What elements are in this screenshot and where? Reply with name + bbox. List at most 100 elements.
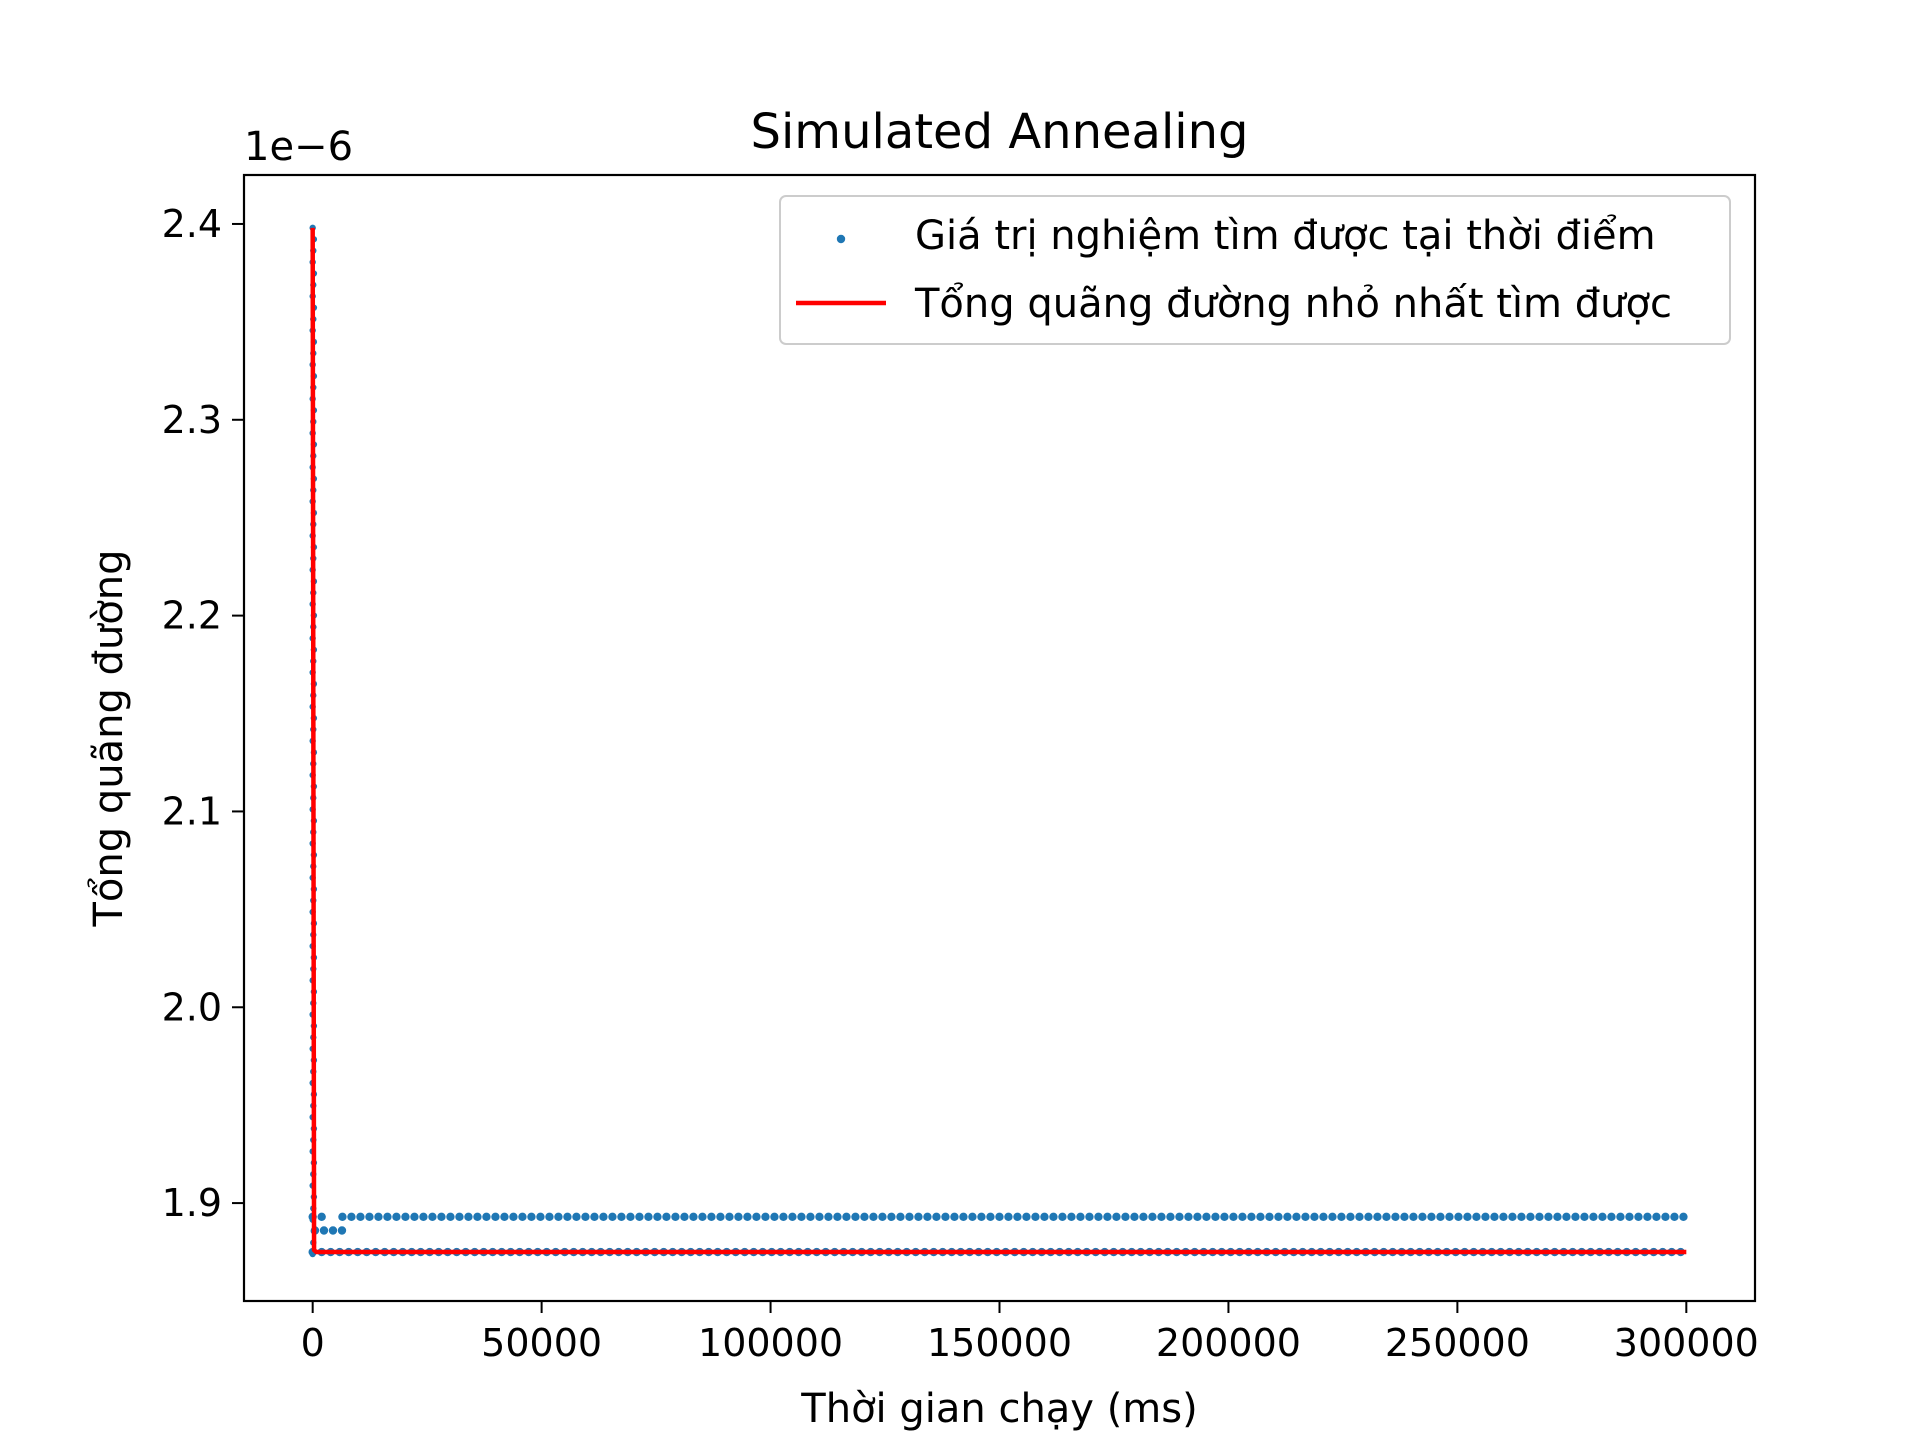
scatter-point xyxy=(545,1212,554,1221)
scatter-point xyxy=(1256,1212,1265,1221)
line-series xyxy=(310,227,1687,1255)
scatter-point xyxy=(599,1212,608,1221)
scatter-point xyxy=(1274,1212,1283,1221)
scatter-point xyxy=(1157,1212,1166,1221)
scatter-point xyxy=(923,1212,932,1221)
x-tick-label: 0 xyxy=(301,1321,325,1365)
scatter-point xyxy=(1598,1212,1607,1221)
scatter-point xyxy=(1589,1212,1598,1221)
scatter-point xyxy=(653,1212,662,1221)
scatter-point xyxy=(1517,1212,1526,1221)
legend: Giá trị nghiệm tìm được tại thời điểm Tổ… xyxy=(779,195,1731,345)
y-tick-label: 2.4 xyxy=(162,202,222,246)
scatter-point xyxy=(1283,1212,1292,1221)
scatter-point xyxy=(689,1212,698,1221)
scatter-point xyxy=(1643,1212,1652,1221)
scatter-point xyxy=(770,1212,779,1221)
scatter-point xyxy=(1004,1212,1013,1221)
scatter-point xyxy=(356,1212,365,1221)
scatter-point xyxy=(626,1212,635,1221)
scatter-point xyxy=(1193,1212,1202,1221)
scatter-point xyxy=(1499,1212,1508,1221)
scatter-point xyxy=(1490,1212,1499,1221)
scatter-point xyxy=(797,1212,806,1221)
scatter-point xyxy=(328,1226,338,1235)
scatter-point xyxy=(437,1212,446,1221)
scatter-point xyxy=(392,1212,401,1221)
x-tick-label: 200000 xyxy=(1156,1321,1301,1365)
min-distance-line xyxy=(310,227,1687,1255)
scatter-point xyxy=(1544,1212,1553,1221)
scatter-point xyxy=(383,1212,392,1221)
scatter-point xyxy=(950,1212,959,1221)
chart-title: Simulated Annealing xyxy=(751,104,1249,160)
scatter-point xyxy=(1301,1212,1310,1221)
scatter-point xyxy=(1373,1212,1382,1221)
scatter-point xyxy=(1319,1212,1328,1221)
scatter-point xyxy=(725,1212,734,1221)
scatter-point xyxy=(1265,1212,1274,1221)
x-tick-label: 100000 xyxy=(698,1321,843,1365)
scatter-point xyxy=(671,1212,680,1221)
scatter-point xyxy=(986,1212,995,1221)
legend-label-line: Tổng quãng đường nhỏ nhất tìm được xyxy=(914,281,1672,327)
scatter-point xyxy=(959,1212,968,1221)
scatter-point xyxy=(347,1212,356,1221)
scatter-point xyxy=(1238,1212,1247,1221)
scatter-point xyxy=(851,1212,860,1221)
scatter-point xyxy=(1229,1212,1238,1221)
scatter-point xyxy=(455,1212,464,1221)
scatter-point xyxy=(977,1212,986,1221)
scatter-point xyxy=(752,1212,761,1221)
scatter-point xyxy=(536,1212,545,1221)
scatter-point xyxy=(1220,1212,1229,1221)
scatter-point xyxy=(317,1212,326,1221)
scatter-point xyxy=(1040,1212,1049,1221)
scatter-point xyxy=(680,1212,689,1221)
scatter-point xyxy=(464,1212,473,1221)
x-tick-label: 150000 xyxy=(927,1321,1072,1365)
scatter-point xyxy=(1148,1212,1157,1221)
scatter-point xyxy=(1031,1212,1040,1221)
scatter-point xyxy=(401,1212,410,1221)
scatter-point xyxy=(1049,1212,1058,1221)
scatter-point xyxy=(410,1212,419,1221)
scatter-point xyxy=(662,1212,671,1221)
scatter-point xyxy=(500,1212,509,1221)
plot-area xyxy=(308,224,1688,1258)
y-tick-label: 2.2 xyxy=(162,594,222,638)
scatter-point xyxy=(1382,1212,1391,1221)
scatter-point xyxy=(572,1212,581,1221)
scatter-point xyxy=(1391,1212,1400,1221)
scatter-point xyxy=(319,1226,329,1235)
x-tick-label: 250000 xyxy=(1385,1321,1530,1365)
scatter-point xyxy=(941,1212,950,1221)
scatter-point xyxy=(1562,1212,1571,1221)
scatter-point xyxy=(518,1212,527,1221)
scatter-point xyxy=(878,1212,887,1221)
scatter-point xyxy=(1355,1212,1364,1221)
scatter-point xyxy=(581,1212,590,1221)
scatter-point xyxy=(1085,1212,1094,1221)
scatter-point xyxy=(1463,1212,1472,1221)
scatter-point xyxy=(1661,1212,1670,1221)
scatter-point xyxy=(1427,1212,1436,1221)
scatter-point xyxy=(995,1212,1004,1221)
scatter-point xyxy=(1481,1212,1490,1221)
scatter-point xyxy=(914,1212,923,1221)
scatter-point xyxy=(1067,1212,1076,1221)
scatter-point xyxy=(1625,1212,1634,1221)
scatter-point xyxy=(1184,1212,1193,1221)
scatter-point xyxy=(896,1212,905,1221)
scatter-point xyxy=(1202,1212,1211,1221)
scatter-point xyxy=(1418,1212,1427,1221)
scatter-point xyxy=(374,1212,383,1221)
scatter-point xyxy=(617,1212,626,1221)
scatter-point xyxy=(1553,1212,1562,1221)
scatter-point xyxy=(1139,1212,1148,1221)
scatter-point xyxy=(788,1212,797,1221)
legend-marker-scatter xyxy=(836,234,846,244)
scatter-point xyxy=(860,1212,869,1221)
scatter-point xyxy=(563,1212,572,1221)
